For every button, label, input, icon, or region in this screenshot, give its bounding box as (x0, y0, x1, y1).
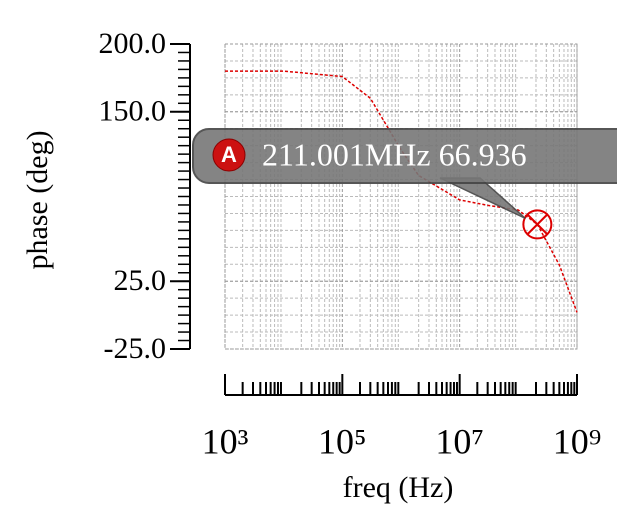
x-axis-label: freq (Hz) (343, 471, 454, 504)
y-axis-label: phase (deg) (21, 130, 54, 269)
marker-label: A (221, 142, 237, 167)
y-tick-label: 200.0 (99, 27, 167, 60)
x-tick-label: 10⁹ (553, 421, 602, 461)
callout-text: 211.001MHz 66.936 (262, 136, 527, 172)
x-tick-label: 10⁷ (435, 421, 484, 461)
callout (192, 128, 617, 184)
y-tick-label: -25.0 (104, 332, 167, 365)
y-tick-label: 25.0 (114, 264, 167, 297)
marker (522, 209, 553, 240)
x-tick-label: 10⁵ (318, 421, 367, 461)
data-line (225, 70, 578, 313)
marker-cross (526, 213, 549, 236)
y-tick-label: 150.0 (99, 95, 167, 128)
marker-badge (212, 138, 246, 172)
x-tick-label: 10³ (202, 421, 249, 461)
